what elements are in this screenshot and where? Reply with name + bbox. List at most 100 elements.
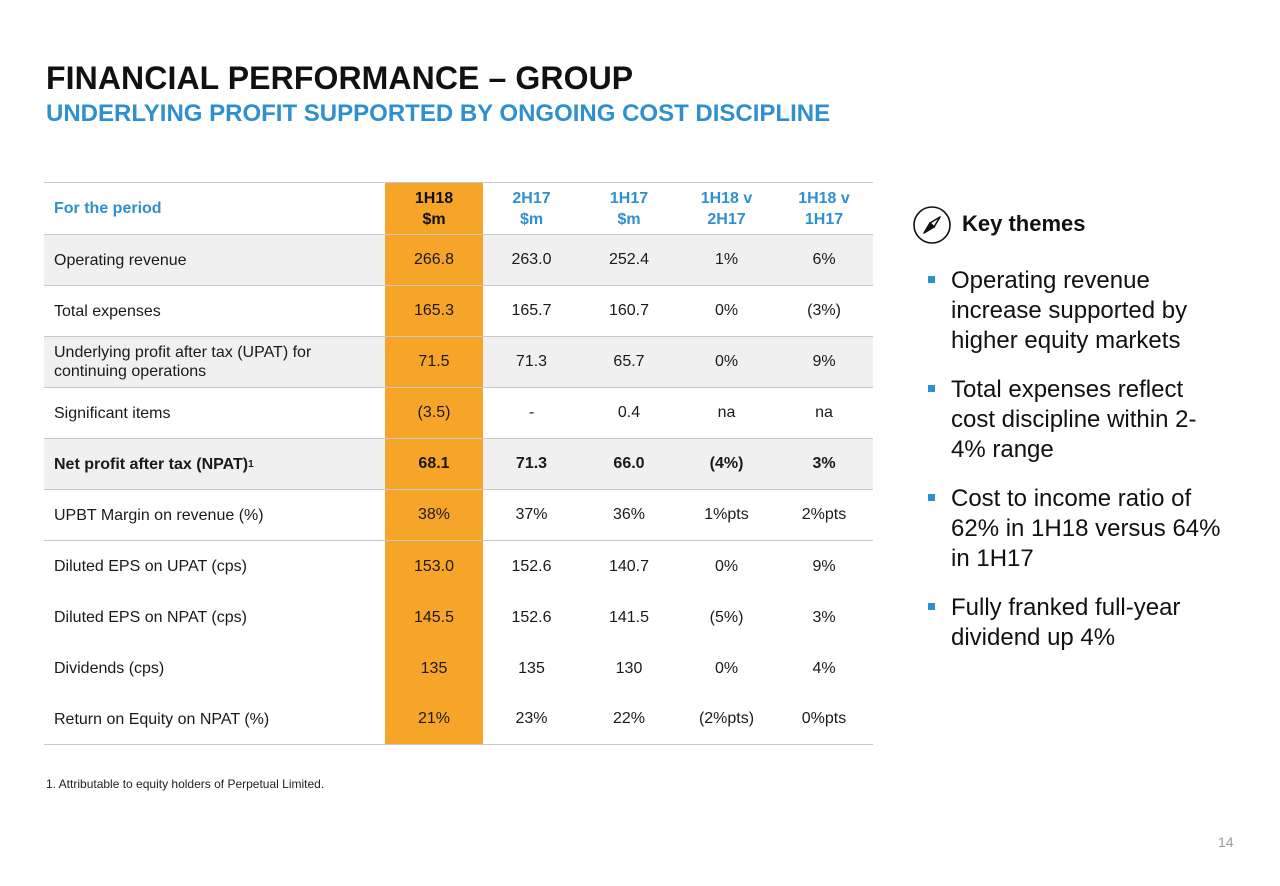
row-value: (3%) — [807, 302, 841, 319]
row-value: 71.3 — [515, 353, 548, 370]
header-col-line2: $m — [617, 210, 641, 228]
row-value: 0% — [714, 353, 739, 370]
header-col-line2: 2H17 — [707, 210, 746, 228]
row-value: 152.6 — [511, 608, 552, 626]
row-value: 0.4 — [617, 404, 641, 421]
row-value: 71.3 — [515, 455, 548, 472]
row-value: 1%pts — [704, 506, 749, 523]
header-col-line2: 1H17 — [804, 210, 844, 228]
table-header-row: For the period 1H18 $m 2H17 $m 1H17 $m 1H18… — [44, 183, 873, 235]
row-value: 160.7 — [608, 302, 650, 319]
row-value: 9% — [812, 557, 836, 575]
header-col-1h18-v-1h17: 1H18 v 1H17 — [775, 183, 873, 234]
row-value: 22% — [612, 710, 646, 727]
theme-text: Cost to income ratio of 62% in 1H18 vers… — [951, 485, 1221, 572]
header-col-line1: 2H17 — [512, 189, 551, 207]
row-value: 3% — [812, 608, 836, 626]
row-label-text: Net profit after tax (NPAT) — [54, 455, 249, 473]
header-label-text: For the period — [54, 200, 162, 217]
row-value: 0% — [714, 557, 739, 575]
row-label: Significant items — [44, 388, 385, 438]
header-col-line1: 1H18 v — [700, 189, 753, 207]
header-col-1h17: 1H17 $m — [580, 183, 678, 234]
table-row: Total expenses 165.3 165.7 160.7 0% (3%) — [44, 286, 873, 337]
row-value: 68.1 — [385, 439, 483, 489]
row-value: 252.4 — [608, 251, 650, 268]
row-label-text: Diluted EPS on UPAT (cps) — [54, 558, 247, 575]
row-value: 165.7 — [511, 302, 552, 319]
table-row: Operating revenue 266.8 263.0 252.4 1% 6% — [44, 235, 873, 286]
row-value: 165.3 — [385, 286, 483, 336]
financial-table: For the period 1H18 $m 2H17 $m 1H17 $m 1H18… — [44, 182, 873, 745]
row-value: 9% — [812, 353, 836, 370]
row-label-text: Total expenses — [54, 302, 161, 320]
theme-bullet: Fully franked full-year dividend up 4% — [928, 593, 1228, 653]
row-label-text: Significant items — [54, 404, 171, 422]
bullet-square-icon — [928, 276, 935, 283]
row-label: Dividends (cps) — [44, 643, 385, 694]
row-value: 3% — [812, 455, 836, 472]
row-label: Operating revenue — [44, 235, 385, 285]
row-label: Diluted EPS on UPAT (cps) — [44, 541, 385, 592]
key-themes-list: Operating revenue increase supported by … — [928, 266, 1228, 672]
row-value: 140.7 — [608, 557, 650, 575]
row-label: Net profit after tax (NPAT) 1 — [44, 439, 385, 489]
row-label: Diluted EPS on NPAT (cps) — [44, 592, 385, 643]
header-col-1h18-v-2h17: 1H18 v 2H17 — [678, 183, 775, 234]
table-row: Dividends (cps) 135 135 130 0% 4% — [44, 643, 873, 694]
row-label-text: Return on Equity on NPAT (%) — [54, 710, 270, 728]
theme-bullet: Cost to income ratio of 62% in 1H18 vers… — [928, 484, 1228, 574]
row-value: 4% — [812, 659, 836, 677]
row-label-text: Diluted EPS on NPAT (cps) — [54, 609, 247, 626]
row-label-text: Operating revenue — [54, 251, 187, 269]
table-row: Underlying profit after tax (UPAT) for c… — [44, 337, 873, 388]
theme-text: Total expenses reflect cost discipline w… — [951, 376, 1197, 463]
row-value: 135 — [385, 643, 483, 694]
row-label-text: UPBT Margin on revenue (%) — [54, 506, 264, 524]
bullet-square-icon — [928, 385, 935, 392]
row-label: UPBT Margin on revenue (%) — [44, 490, 385, 540]
table-row: UPBT Margin on revenue (%) 38% 37% 36% 1%pts… — [44, 490, 873, 541]
row-value: 66.0 — [613, 455, 645, 472]
row-value: 2%pts — [801, 506, 847, 523]
row-value: (3.5) — [385, 388, 483, 438]
row-value: 23% — [515, 710, 548, 727]
header-col-1h18: 1H18 $m — [385, 183, 483, 234]
compass-icon — [913, 206, 951, 244]
theme-bullet: Total expenses reflect cost discipline w… — [928, 375, 1228, 465]
row-value: 65.7 — [613, 353, 645, 370]
header-col-line1: 1H18 v — [798, 189, 850, 207]
row-value: na — [815, 404, 833, 421]
row-value: 141.5 — [608, 608, 650, 626]
header-col-2h17: 2H17 $m — [483, 183, 580, 234]
header-col-line2: $m — [519, 210, 544, 228]
row-value: 0%pts — [801, 710, 847, 727]
table-row: Diluted EPS on NPAT (cps) 145.5 152.6 141.5… — [44, 592, 873, 643]
row-value: 0% — [714, 302, 739, 319]
row-value: 152.6 — [511, 557, 552, 575]
table-row: Significant items (3.5) - 0.4 na na — [44, 388, 873, 439]
page-title: FINANCIAL PERFORMANCE – GROUP — [46, 60, 634, 96]
row-value: 153.0 — [385, 541, 483, 592]
header-col-line1: 1H18 — [414, 189, 454, 207]
row-value: 6% — [812, 251, 836, 268]
header-col-line2: $m — [422, 210, 446, 228]
row-value: 38% — [385, 490, 483, 540]
row-label: Total expenses — [44, 286, 385, 336]
table-row: Diluted EPS on UPAT (cps) 153.0 152.6 140.7… — [44, 541, 873, 592]
row-value: (4%) — [709, 455, 744, 472]
footnote: 1. Attributable to equity holders of Per… — [46, 777, 325, 791]
row-value: (5%) — [709, 608, 744, 626]
row-value: - — [528, 404, 535, 421]
row-value: (2%pts) — [698, 710, 755, 727]
table-row: Net profit after tax (NPAT) 1 68.1 71.3 66.0… — [44, 439, 873, 490]
theme-text: Fully franked full-year dividend up 4% — [951, 594, 1181, 651]
row-value: 37% — [515, 506, 548, 523]
row-label-text: Underlying profit after tax (UPAT) for c… — [54, 344, 312, 380]
footnote-ref: 1 — [248, 458, 254, 470]
row-value: 145.5 — [385, 592, 483, 643]
row-label: Return on Equity on NPAT (%) — [44, 694, 385, 744]
bullet-square-icon — [928, 603, 935, 610]
key-themes-title: Key themes — [962, 211, 1086, 236]
page-subtitle: UNDERLYING PROFIT SUPPORTED BY ONGOING C… — [46, 100, 831, 127]
